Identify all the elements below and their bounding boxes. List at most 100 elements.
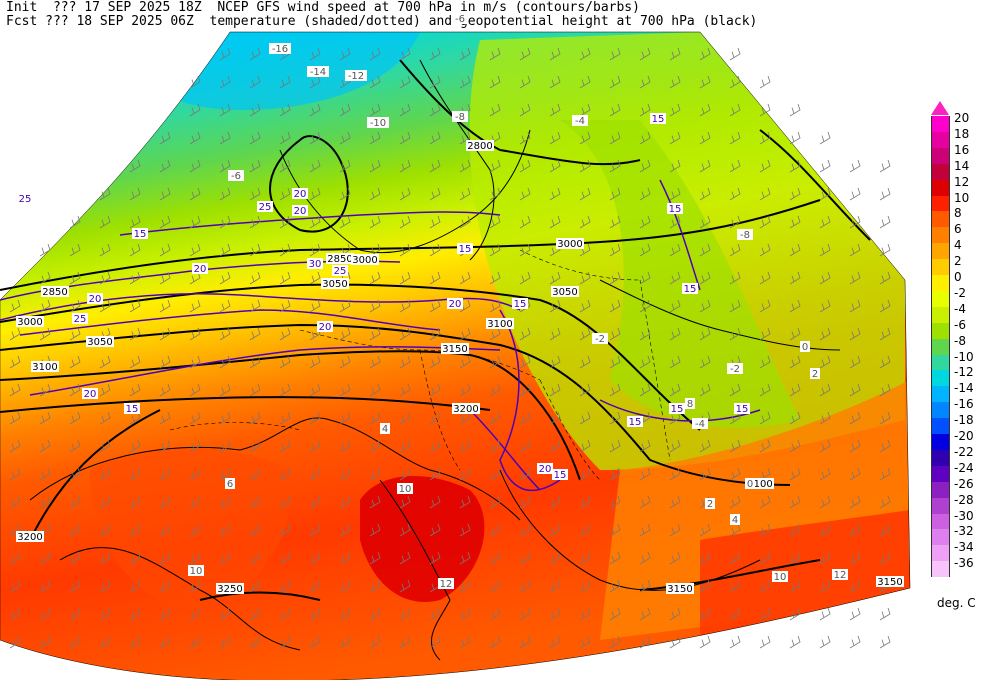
wind-barb (639, 383, 651, 397)
colorbar-swatch (931, 402, 950, 419)
wind-barb (339, 103, 351, 117)
wind-barb (369, 75, 381, 89)
wind-barb (159, 271, 171, 285)
height-label: 2850 (42, 287, 67, 298)
wind-barb (579, 327, 591, 341)
wind-barb (759, 523, 771, 537)
init-line: Init ??? 17 SEP 2025 18Z NCEP GFS wind s… (6, 0, 640, 15)
wind-barb (789, 215, 801, 229)
temp-label-box (452, 13, 468, 24)
wind-barb (549, 495, 561, 509)
wind-barb (609, 439, 621, 453)
wind-barb (669, 131, 681, 145)
wind-barb (879, 607, 891, 621)
wind-barb (249, 495, 261, 509)
wind-barb (819, 131, 831, 145)
wind-barb (399, 159, 411, 173)
wind-barb (639, 495, 651, 509)
temp-label: -2 (730, 364, 740, 375)
wind-barb (789, 383, 801, 397)
height-label: 3250 (217, 584, 242, 595)
wind-barb (669, 495, 681, 509)
wind-barb (159, 243, 171, 257)
wind-barb (189, 607, 201, 621)
colorbar-swatch (931, 434, 950, 450)
wind-barb (759, 75, 771, 89)
wind-barb (279, 159, 291, 173)
wind-barb (369, 495, 381, 509)
wind-barb (519, 103, 531, 117)
wind-barb (699, 131, 711, 145)
wind-barb (159, 495, 171, 509)
wind-barb (609, 131, 621, 145)
wind-barb (279, 327, 291, 341)
temp-label-box (188, 565, 204, 576)
colorbar-label: 8 (954, 206, 962, 221)
wind-barb (129, 579, 141, 593)
wind-barb (369, 159, 381, 173)
wind-barb (489, 355, 501, 369)
wind-barb (729, 551, 741, 565)
wind-barb (459, 551, 471, 565)
wind-label: 20 (319, 322, 332, 333)
temp-label-box (225, 478, 235, 489)
height-label: 3050 (87, 337, 112, 348)
wind-barb (309, 551, 321, 565)
colorbar-label: 14 (954, 158, 970, 173)
wind-barb (549, 607, 561, 621)
wind-barb (309, 187, 321, 201)
wind-barb (819, 355, 831, 369)
wind-barb (39, 579, 51, 593)
wind-barb (189, 103, 201, 117)
wind-barb (249, 439, 261, 453)
wind-barb (729, 607, 741, 621)
temp-label: 10 (190, 566, 203, 577)
height-label: 3200 (453, 404, 478, 415)
wind-barb (459, 159, 471, 173)
height-label-box (466, 140, 494, 151)
wind-label: 20 (294, 189, 307, 200)
wind-barb (219, 607, 231, 621)
colorbar-swatch (931, 259, 950, 276)
wind-barb (339, 187, 351, 201)
wind-barb (639, 635, 651, 649)
temp-label-box (772, 571, 788, 582)
wind-barb (669, 327, 681, 341)
wind-barb (819, 215, 831, 229)
temp-label: 12 (440, 579, 453, 590)
wind-barb (219, 75, 231, 89)
temp-label: 2 (707, 499, 713, 510)
wind-barb (519, 523, 531, 537)
height-label-box (452, 403, 480, 414)
wind-barb (729, 187, 741, 201)
height-label-box (486, 318, 514, 329)
wind-barb (69, 635, 81, 649)
wind-label-box (82, 388, 98, 399)
wind-label-box (292, 205, 308, 216)
wind-barb (339, 299, 351, 313)
wind-barb (399, 271, 411, 285)
height-label-box (441, 343, 469, 354)
wind-barb (339, 551, 351, 565)
wind-barb (789, 299, 801, 313)
height-label: 3150 (442, 344, 467, 355)
wind-barb (549, 187, 561, 201)
wind-barb (549, 299, 561, 313)
wind-barb (819, 327, 831, 341)
wind-barb (309, 215, 321, 229)
wind-barb (819, 187, 831, 201)
wind-barb (519, 579, 531, 593)
wind-barb (399, 467, 411, 481)
wind-barb (549, 551, 561, 565)
colorbar-label: -12 (954, 365, 974, 380)
temp-label: -10 (370, 118, 386, 129)
height-label-box (326, 253, 354, 264)
wind-barb (759, 159, 771, 173)
temp-label-box (692, 418, 708, 429)
temp-label-box (438, 578, 454, 589)
wind-barb (9, 439, 21, 453)
wind-barb (99, 495, 111, 509)
wind-barb (699, 75, 711, 89)
wind-barb (639, 243, 651, 257)
wind-barb (129, 215, 141, 229)
